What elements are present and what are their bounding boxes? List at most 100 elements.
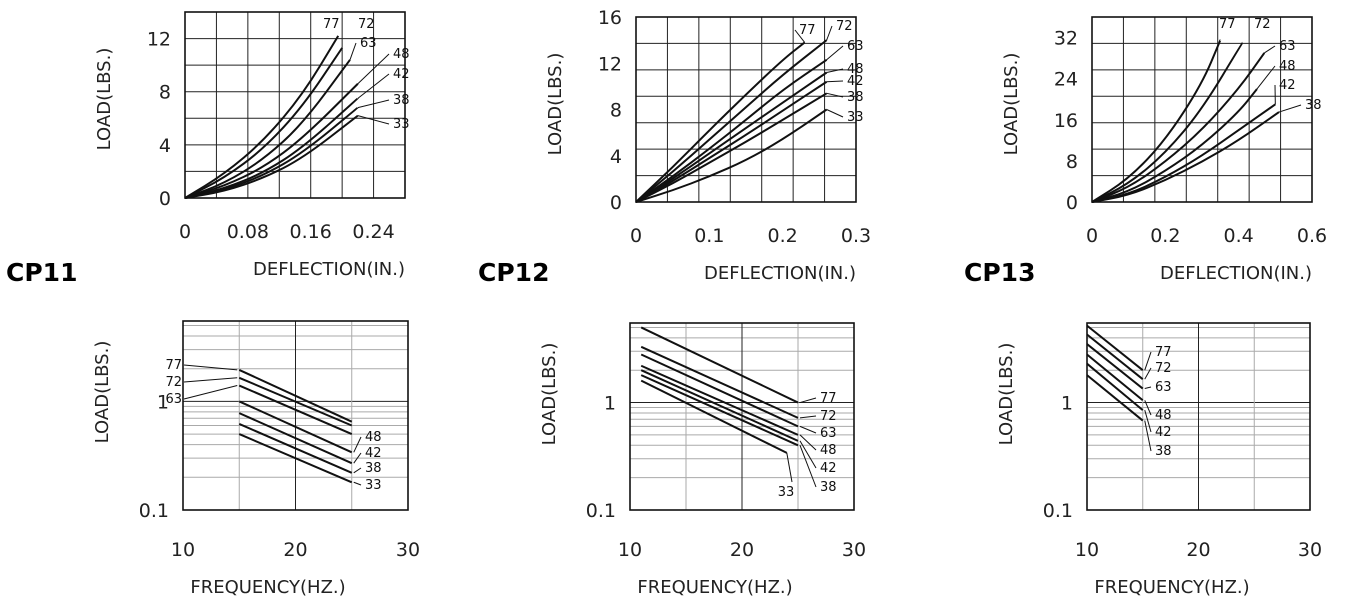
- chart-cp13-deflection: 0 0.2 0.4 0.6 0 8 16 24 32 DEFLECTION(IN.) LOAD(LB…: [1001, 16, 1327, 284]
- series-label: 77: [1219, 17, 1236, 32]
- y-axis-label: LOAD(LBS.): [996, 343, 1017, 446]
- series-line-63: [184, 59, 351, 199]
- series-label: 48: [1279, 59, 1296, 74]
- leader-line: [357, 73, 390, 99]
- x-tick-label: 0.1: [694, 225, 724, 247]
- series-line-42: [1086, 362, 1144, 411]
- series-line-63: [635, 58, 828, 203]
- leader-line: [1144, 386, 1152, 390]
- leader-line: [357, 99, 390, 109]
- x-axis-label: DEFLECTION(IN.): [1160, 263, 1312, 284]
- series-line-72: [238, 376, 353, 427]
- y-tick-label: 12: [147, 29, 171, 51]
- series-line-38: [238, 423, 353, 474]
- leader-line: [183, 385, 238, 400]
- series-line-72: [635, 39, 828, 203]
- leader-line: [826, 68, 844, 73]
- series-label: 33: [393, 117, 410, 132]
- y-tick-label: 1: [157, 391, 169, 413]
- leader-line: [1264, 45, 1276, 54]
- x-tick-label: 10: [618, 539, 642, 561]
- series-label: 72: [165, 375, 182, 390]
- series-label: 72: [836, 19, 853, 34]
- series-line-72: [640, 345, 799, 419]
- grid: [630, 323, 854, 510]
- series-line-77: [238, 368, 353, 423]
- series-label: 72: [820, 409, 837, 424]
- leader-line: [799, 434, 817, 451]
- model-label-cp13: CP13: [964, 258, 1035, 287]
- leader-line: [357, 53, 390, 85]
- leader-line: [826, 25, 833, 41]
- leader-line: [799, 445, 817, 488]
- series-label: 72: [1155, 361, 1172, 376]
- x-tick-label: 10: [1075, 539, 1099, 561]
- y-tick-label: 8: [610, 100, 622, 122]
- series-label: 33: [365, 478, 382, 493]
- y-axis-label: LOAD(LBS.): [94, 48, 115, 151]
- y-tick-label: 8: [159, 82, 171, 104]
- y-tick-label: 32: [1054, 28, 1078, 50]
- series-label: 77: [165, 358, 182, 373]
- series-label: 77: [799, 23, 816, 38]
- series-label: 48: [820, 443, 837, 458]
- leader-line: [1144, 367, 1152, 380]
- x-tick-label: 0.2: [768, 225, 798, 247]
- y-tick-label: 16: [1054, 110, 1078, 132]
- leader-line: [799, 397, 817, 404]
- series-label: 38: [365, 461, 382, 476]
- x-tick-label: 0: [630, 225, 642, 247]
- series-line-77: [184, 35, 340, 199]
- y-tick-label: 0: [159, 188, 171, 210]
- y-tick-label: 0.1: [139, 500, 169, 522]
- y-tick-label: 8: [1066, 151, 1078, 173]
- leader-line: [353, 467, 362, 474]
- leader-line: [1278, 104, 1302, 113]
- x-tick-label: 30: [1298, 539, 1322, 561]
- series-line-42: [640, 369, 799, 442]
- x-axis-label: FREQUENCY(HZ.): [190, 577, 345, 597]
- series-label: 38: [847, 90, 864, 105]
- leader-line: [357, 115, 390, 125]
- series-label: 63: [820, 426, 837, 441]
- x-axis-label: DEFLECTION(IN.): [704, 263, 856, 284]
- leader-line: [183, 377, 238, 383]
- series-label: 42: [820, 461, 837, 476]
- x-tick-label: 0.4: [1224, 225, 1254, 247]
- leader-line: [353, 452, 362, 464]
- series-label: 77: [1155, 345, 1172, 360]
- series-line-77: [1086, 324, 1144, 371]
- y-axis-label: LOAD(LBS.): [1001, 53, 1022, 156]
- series-line-38: [635, 92, 828, 203]
- chart-cp12-deflection: 0 0.1 0.2 0.30481216DEFLECTION(IN.)LOAD(LBS…: [545, 7, 871, 284]
- x-tick-label: 0.6: [1297, 225, 1327, 247]
- series-label: 77: [323, 17, 340, 32]
- leader-line: [1144, 409, 1152, 433]
- series-line-77: [635, 41, 806, 203]
- plot-frame: [182, 320, 409, 511]
- y-axis-label: LOAD(LBS.): [92, 341, 113, 444]
- y-tick-label: 0.1: [586, 500, 616, 522]
- model-label-cp11: CP11: [6, 258, 77, 287]
- y-tick-label: 24: [1054, 69, 1078, 91]
- series-line-72: [1091, 42, 1244, 203]
- plot-frame: [1086, 322, 1311, 511]
- series-line-72: [1086, 333, 1144, 380]
- series-line-38: [1086, 374, 1144, 422]
- series-label: 72: [358, 17, 375, 32]
- series-label: 33: [778, 485, 795, 500]
- plot-frame: [184, 11, 406, 199]
- series-label: 77: [820, 391, 837, 406]
- x-tick-label: 0.2: [1150, 225, 1180, 247]
- leader-line: [183, 364, 238, 371]
- x-tick-label: 0.3: [841, 225, 871, 247]
- series-line-63: [640, 353, 799, 428]
- leader-line: [799, 440, 817, 469]
- x-tick-label: 20: [730, 539, 754, 561]
- leader-line: [799, 415, 817, 419]
- x-tick-label: 10: [171, 539, 195, 561]
- series-label: 63: [1279, 39, 1296, 54]
- series-label: 33: [847, 110, 864, 125]
- leader-line: [826, 45, 844, 61]
- series-line-63: [238, 384, 353, 436]
